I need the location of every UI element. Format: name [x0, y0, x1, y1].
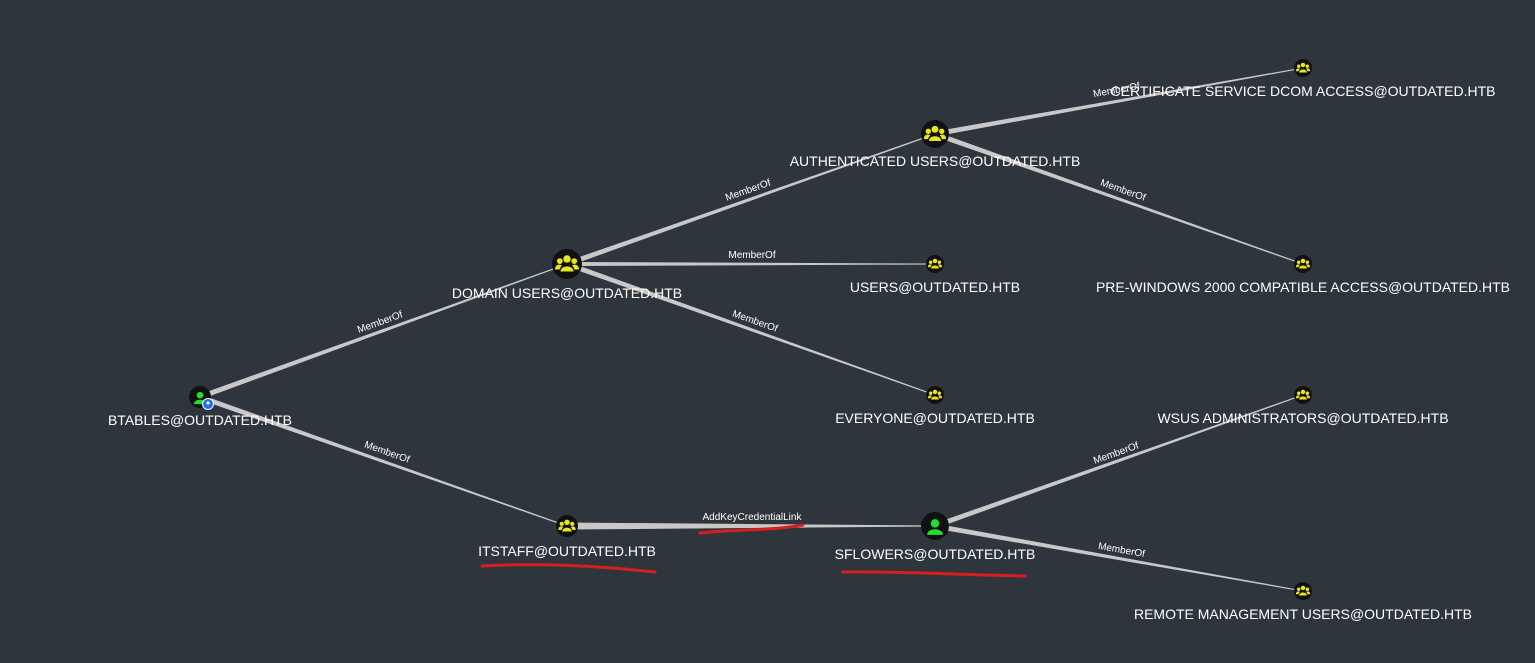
node-label: EVERYONE@OUTDATED.HTB	[835, 410, 1035, 426]
node-circle[interactable]	[1294, 386, 1312, 404]
edge-line[interactable]	[199, 394, 568, 527]
node-authenticated_users[interactable]: AUTHENTICATED USERS@OUTDATED.HTB	[790, 120, 1081, 169]
node-label: BTABLES@OUTDATED.HTB	[108, 412, 292, 428]
edge-line[interactable]	[566, 133, 936, 267]
edge-line[interactable]	[566, 261, 936, 396]
edge-line[interactable]	[199, 263, 568, 400]
node-remote_mgmt[interactable]: REMOTE MANAGEMENT USERS@OUTDATED.HTB	[1134, 582, 1472, 622]
edge-itstaff-sflowers[interactable]: AddKeyCredentialLink	[567, 512, 935, 530]
node-circle[interactable]	[926, 255, 944, 273]
node-label: WSUS ADMINISTRATORS@OUTDATED.HTB	[1157, 410, 1448, 426]
node-label: REMOTE MANAGEMENT USERS@OUTDATED.HTB	[1134, 606, 1472, 622]
edge-domain_users-users[interactable]: MemberOf	[567, 250, 935, 266]
node-label: SFLOWERS@OUTDATED.HTB	[835, 546, 1036, 562]
edge-authenticated_users-pre_win2000[interactable]: MemberOf	[934, 131, 1304, 265]
edge-line[interactable]	[934, 131, 1304, 265]
underline-sflowers	[841, 570, 1027, 578]
underline-edge	[698, 523, 805, 535]
node-itstaff[interactable]: ITSTAFF@OUTDATED.HTB	[478, 515, 656, 559]
node-users[interactable]: USERS@OUTDATED.HTB	[850, 255, 1020, 295]
node-label: CERTIFICATE SERVICE DCOM ACCESS@OUTDATED…	[1111, 83, 1496, 99]
node-domain_users[interactable]: DOMAIN USERS@OUTDATED.HTB	[452, 249, 682, 301]
edge-line[interactable]	[934, 394, 1304, 529]
node-label: PRE-WINDOWS 2000 COMPATIBLE ACCESS@OUTDA…	[1096, 279, 1510, 295]
edge-line[interactable]	[934, 67, 1304, 137]
node-btables[interactable]: BTABLES@OUTDATED.HTB	[108, 386, 292, 428]
node-sflowers[interactable]: SFLOWERS@OUTDATED.HTB	[835, 512, 1036, 562]
node-circle[interactable]	[1294, 255, 1312, 273]
edge-line[interactable]	[567, 262, 935, 266]
node-label: AUTHENTICATED USERS@OUTDATED.HTB	[790, 153, 1081, 169]
node-pre_win2000[interactable]: PRE-WINDOWS 2000 COMPATIBLE ACCESS@OUTDA…	[1096, 255, 1510, 295]
node-cert_dcom[interactable]: CERTIFICATE SERVICE DCOM ACCESS@OUTDATED…	[1111, 59, 1496, 99]
node-circle[interactable]	[926, 386, 944, 404]
node-circle[interactable]	[556, 515, 578, 537]
edge-line[interactable]	[934, 523, 1304, 592]
node-circle[interactable]	[921, 120, 949, 148]
node-wsus_admins[interactable]: WSUS ADMINISTRATORS@OUTDATED.HTB	[1157, 386, 1449, 426]
edge-btables-domain_users[interactable]: MemberOf	[199, 263, 568, 400]
edge-label: AddKeyCredentialLink	[703, 512, 803, 523]
node-circle[interactable]	[1294, 59, 1312, 77]
underline-itstaff	[480, 563, 657, 574]
edge-label: MemberOf	[728, 250, 775, 261]
node-label: DOMAIN USERS@OUTDATED.HTB	[452, 285, 682, 301]
node-circle[interactable]	[552, 249, 582, 279]
node-everyone[interactable]: EVERYONE@OUTDATED.HTB	[835, 386, 1035, 426]
node-label: USERS@OUTDATED.HTB	[850, 279, 1020, 295]
badge-inner-icon	[206, 401, 210, 405]
edge-line[interactable]	[567, 522, 935, 530]
node-circle[interactable]	[1294, 582, 1312, 600]
node-label: ITSTAFF@OUTDATED.HTB	[478, 543, 656, 559]
edge-authenticated_users-cert_dcom[interactable]: MemberOf	[934, 67, 1304, 137]
